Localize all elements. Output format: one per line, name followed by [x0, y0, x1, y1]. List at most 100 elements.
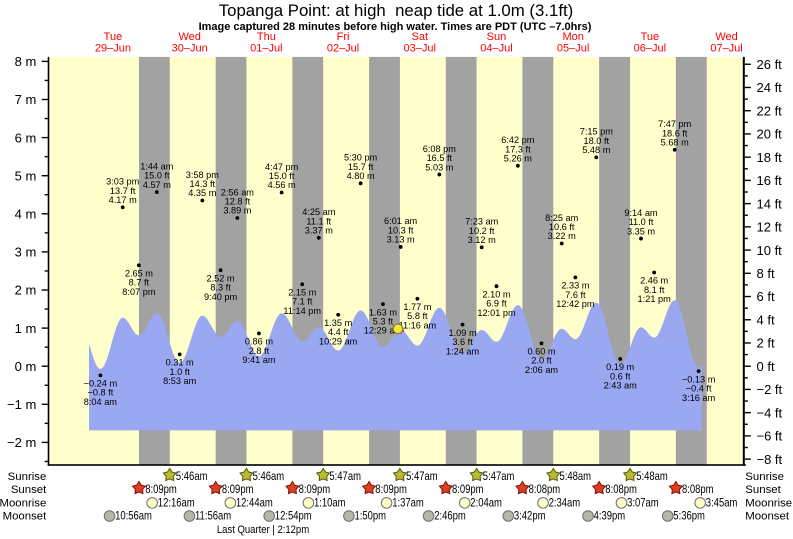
sunset-icon — [591, 480, 607, 495]
y-left-major-tick — [41, 365, 48, 367]
tide-ft-label: 5.3 ft — [373, 316, 394, 326]
tide-time-label: 3:58 pm — [186, 170, 220, 180]
tide-time-label: 12:29 am — [364, 326, 403, 336]
chart-title: Topanga Point: at high neap tide at 1.0m… — [219, 1, 574, 20]
tide-m-label: 1.77 m — [403, 302, 431, 312]
y-right-tick-label: −2 ft — [757, 382, 783, 397]
almanac-row-label-left: Sunset — [11, 484, 47, 496]
day-date-label: 06–Jul — [634, 42, 666, 54]
tide-time-label: 8:07 pm — [122, 287, 156, 297]
tide-point-dot — [381, 302, 385, 306]
y-left-major-tick — [41, 289, 48, 291]
sunrise-icon — [622, 467, 638, 482]
y-right-major-tick — [744, 133, 751, 135]
tide-ft-label: 8.3 ft — [210, 283, 231, 293]
tide-point-dot — [515, 163, 520, 168]
tide-ft-label: 17.3 ft — [505, 144, 531, 154]
y-right-major-tick — [744, 458, 751, 460]
moonrise-icon — [458, 497, 471, 509]
tide-ft-label: 15.7 ft — [348, 162, 374, 172]
y-right-major-tick — [744, 156, 751, 158]
tide-time-label: 9:40 pm — [204, 292, 238, 302]
day-date-label: 05–Jul — [557, 42, 589, 54]
moonrise-icon — [146, 497, 158, 509]
sunrise-icon — [469, 467, 484, 482]
tide-annotation-low: 1.09 m3.6 ft1:24 am — [446, 322, 480, 356]
tide-m-label: 0.19 m — [606, 362, 634, 372]
tide-ft-label: 10.6 ft — [549, 222, 575, 232]
tide-ft-label: 15.0 ft — [144, 171, 170, 181]
y-left-minor-tick — [44, 117, 48, 120]
tide-m-label: −0.24 m — [84, 379, 118, 389]
y-right-major-tick — [744, 388, 751, 391]
y-right-major-tick — [744, 226, 751, 228]
y-right-major-tick — [744, 435, 751, 437]
current-time-sun-marker — [392, 323, 404, 335]
day-date-label: 30–Jun — [172, 42, 208, 54]
y-right-tick-label: −4 ft — [757, 405, 783, 420]
y-left-minor-tick — [44, 79, 48, 82]
tide-annotation-low: −0.13 m−0.4 ft3:16 am — [682, 369, 716, 403]
tide-time-label: 8:25 am — [545, 213, 579, 223]
day-name-label: Sat — [411, 31, 428, 43]
sunset-icon — [438, 480, 454, 495]
moonset-time-label: 4:39pm — [594, 509, 626, 522]
tide-ft-label: −0.8 ft — [87, 388, 113, 398]
tide-ft-label: 18.6 ft — [662, 128, 688, 138]
y-left-tick-label: 1 m — [15, 321, 37, 336]
tide-time-label: 4:47 pm — [265, 162, 299, 172]
tide-m-label: 3.35 m — [627, 226, 655, 236]
moonrise-time-label: 1:10am — [314, 496, 346, 509]
tide-ft-label: 2.0 ft — [531, 356, 552, 366]
sun-position-group — [392, 323, 404, 335]
y-right-minor-tick — [744, 330, 748, 333]
day-labels-group: Tue29–JunWed30–JunThu01–JulFri02–JulSat0… — [95, 31, 743, 54]
sunrise-time-label: 5:46am — [253, 470, 285, 483]
tide-m-label: 1.09 m — [449, 328, 477, 338]
y-right-tick-label: −8 ft — [757, 452, 783, 467]
sunrise-icon — [546, 467, 561, 482]
tide-m-label: 2.10 m — [482, 289, 510, 299]
y-right-tick-label: 20 ft — [757, 127, 783, 142]
moonset-icon — [502, 510, 515, 522]
sunset-icon — [668, 480, 684, 495]
y-left-minor-tick — [44, 270, 48, 272]
tide-time-label: 1:44 am — [140, 161, 174, 171]
tide-ft-label: 8.7 ft — [129, 278, 150, 288]
moonrise-time-label: 2:34am — [549, 496, 581, 509]
day-name-label: Wed — [178, 31, 200, 43]
almanac-row-label-right: Sunrise — [745, 471, 784, 483]
y-left-minor-tick — [44, 346, 48, 348]
day-name-label: Tue — [641, 31, 660, 43]
y-right-tick-label: 18 ft — [757, 150, 783, 165]
y-left-tick-label: 6 m — [15, 130, 37, 145]
almanac-row-label-right: Moonset — [745, 510, 790, 522]
y-right-tick-label: 22 ft — [757, 103, 783, 118]
y-right-major-tick — [744, 342, 751, 344]
tide-point-dot — [398, 245, 403, 249]
y-right-major-tick — [744, 295, 751, 298]
moonrise-time-label: 1:37am — [392, 496, 424, 509]
y-left-minor-tick — [44, 422, 48, 425]
almanac-row-label-left: Sunrise — [8, 471, 47, 483]
tide-time-label: 7:15 pm — [580, 127, 614, 137]
day-date-label: 07–Jul — [710, 42, 742, 54]
moonrise-icon — [537, 497, 549, 509]
tide-time-label: 9:41 am — [242, 355, 276, 365]
day-date-label: 02–Jul — [327, 42, 359, 54]
moon-phase-label: Last Quarter | 2:12pm — [217, 524, 309, 536]
tide-m-label: −0.13 m — [682, 374, 716, 384]
moonrise-icon — [694, 497, 706, 509]
tide-m-label: 3.89 m — [223, 206, 251, 216]
